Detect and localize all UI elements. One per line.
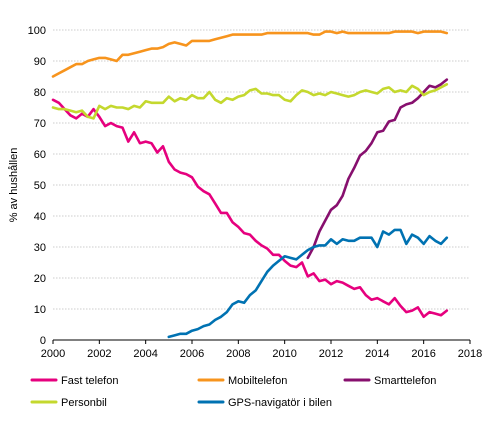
- series-line-mobiltelefon: [51, 30, 449, 78]
- series-lines: [51, 30, 449, 339]
- x-tick-label: 2010: [272, 348, 296, 360]
- x-tick-label: 2000: [41, 348, 65, 360]
- y-tick-label: 70: [34, 118, 46, 130]
- series-line-gps-navigat-r-i-bilen: [167, 228, 449, 339]
- x-tick-label: 2014: [365, 348, 389, 360]
- series-line-personbil: [51, 83, 449, 120]
- y-tick-label: 20: [34, 273, 46, 285]
- y-tick-label: 40: [34, 211, 46, 223]
- y-tick-label: 0: [40, 335, 46, 347]
- y-tick-label: 80: [34, 87, 46, 99]
- y-axis-title: % av hushållen: [8, 148, 20, 223]
- axes: 0 10 20 30 40 50 60 70 80 90 100 2000 2002 2004 2006 20…: [8, 25, 482, 360]
- y-tick-label: 100: [28, 25, 46, 37]
- x-tick-label: 2004: [133, 348, 157, 360]
- x-tick-label: 2008: [226, 348, 250, 360]
- gridlines: [53, 29, 470, 310]
- x-tick-label: 2002: [87, 348, 111, 360]
- x-tick-label: 2012: [319, 348, 343, 360]
- y-tick-label: 10: [34, 304, 46, 316]
- x-tick-label: 2006: [180, 348, 204, 360]
- x-tick-label: 2016: [411, 348, 435, 360]
- y-tick-label: 60: [34, 149, 46, 161]
- x-tick-label: 2018: [458, 348, 482, 360]
- legend-label: Personbil: [61, 397, 107, 409]
- series-line-fast-telefon: [51, 98, 449, 319]
- series-line-smarttelefon: [306, 78, 449, 260]
- y-tick-label: 30: [34, 242, 46, 254]
- legend-label: Mobiltelefon: [228, 375, 287, 387]
- legend-label: Smarttelefon: [374, 375, 436, 387]
- legend: Fast telefon Mobiltelefon Smarttelefon Pers…: [30, 375, 436, 409]
- legend-label: Fast telefon: [61, 375, 118, 387]
- y-tick-label: 90: [34, 56, 46, 68]
- y-tick-label: 50: [34, 180, 46, 192]
- legend-label: GPS-navigatör i bilen: [228, 397, 332, 409]
